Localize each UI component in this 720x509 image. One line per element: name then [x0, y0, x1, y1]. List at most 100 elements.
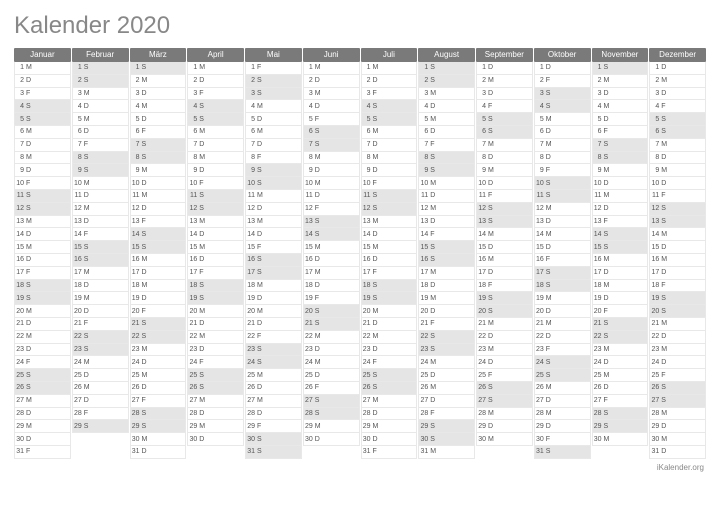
day-weekday: M [603, 256, 611, 263]
day-weekday: D [545, 64, 553, 71]
day-number: 17 [246, 269, 256, 276]
day-weekday: D [25, 167, 33, 174]
day-cell-empty [476, 446, 533, 459]
day-weekday: M [256, 128, 264, 135]
day-weekday: F [256, 154, 264, 161]
day-cell: 17F [14, 267, 71, 280]
day-weekday: F [372, 90, 380, 97]
day-cell: 7D [245, 139, 302, 152]
day-weekday: M [83, 359, 91, 366]
month-header: November [592, 48, 649, 62]
day-cell: 20M [187, 305, 244, 318]
day-weekday: S [141, 231, 149, 238]
day-cell: 14S [130, 228, 187, 241]
day-cell: 15S [592, 241, 649, 254]
day-number: 24 [15, 359, 25, 366]
day-weekday: D [660, 64, 668, 71]
day-number: 19 [535, 295, 545, 302]
day-cell-empty [303, 446, 360, 459]
day-cell: 20M [14, 305, 71, 318]
day-number: 26 [419, 384, 429, 391]
month-header: August [418, 48, 475, 62]
day-weekday: F [429, 320, 437, 327]
day-number: 23 [131, 346, 141, 353]
day-number: 25 [477, 372, 487, 379]
day-weekday: S [25, 103, 33, 110]
day-weekday: M [314, 90, 322, 97]
day-weekday: F [198, 180, 206, 187]
day-number: 9 [477, 167, 487, 174]
day-weekday: D [83, 308, 91, 315]
month-column: März1S2M3D4M5D6F7S8S9M10D11M12D13F14S15S… [130, 48, 187, 459]
day-cell: 28F [418, 408, 475, 421]
day-number: 8 [188, 154, 198, 161]
day-weekday: F [372, 180, 380, 187]
day-number: 10 [188, 180, 198, 187]
day-number: 4 [477, 103, 487, 110]
day-weekday: D [603, 205, 611, 212]
day-number: 14 [535, 231, 545, 238]
day-cell: 11F [476, 190, 533, 203]
day-cell: 27F [130, 395, 187, 408]
day-cell: 24M [303, 356, 360, 369]
day-cell: 3D [130, 88, 187, 101]
day-cell: 6F [130, 126, 187, 139]
day-number: 17 [419, 269, 429, 276]
day-number: 25 [535, 372, 545, 379]
day-cell: 19S [361, 292, 418, 305]
day-weekday: S [25, 116, 33, 123]
day-number: 11 [477, 192, 487, 199]
day-weekday: D [198, 256, 206, 263]
day-number: 4 [304, 103, 314, 110]
day-cell: 22D [649, 331, 706, 344]
day-cell: 5S [361, 113, 418, 126]
day-cell: 25S [14, 369, 71, 382]
day-cell: 2F [534, 75, 591, 88]
day-weekday: D [25, 346, 33, 353]
day-weekday: S [314, 128, 322, 135]
day-cell: 6S [476, 126, 533, 139]
day-weekday: D [256, 205, 264, 212]
day-cell: 29M [187, 420, 244, 433]
day-cell-empty [187, 446, 244, 459]
day-weekday: S [83, 77, 91, 84]
day-weekday: M [198, 244, 206, 251]
month-header: März [130, 48, 187, 62]
day-cell: 12D [592, 203, 649, 216]
day-number: 3 [535, 90, 545, 97]
day-weekday: M [545, 141, 553, 148]
day-number: 20 [304, 308, 314, 315]
day-cell: 7M [476, 139, 533, 152]
day-weekday: M [603, 372, 611, 379]
day-weekday: S [256, 167, 264, 174]
day-weekday: M [256, 397, 264, 404]
day-weekday: S [429, 423, 437, 430]
day-weekday: F [141, 218, 149, 225]
day-weekday: D [603, 116, 611, 123]
day-cell: 19S [187, 292, 244, 305]
day-cell: 3M [418, 88, 475, 101]
day-weekday: S [314, 410, 322, 417]
day-cell: 15D [534, 241, 591, 254]
day-cell: 27M [245, 395, 302, 408]
day-number: 25 [188, 372, 198, 379]
day-number: 11 [73, 192, 83, 199]
day-number: 2 [650, 77, 660, 84]
day-weekday: S [25, 192, 33, 199]
day-weekday: S [603, 410, 611, 417]
day-number: 16 [73, 256, 83, 263]
day-cell: 13F [130, 216, 187, 229]
day-weekday: D [141, 90, 149, 97]
day-weekday: M [429, 269, 437, 276]
day-cell: 17M [303, 267, 360, 280]
day-cell: 30D [303, 433, 360, 446]
day-weekday: F [603, 128, 611, 135]
day-number: 27 [593, 397, 603, 404]
day-number: 10 [593, 180, 603, 187]
day-cell: 16D [303, 254, 360, 267]
day-cell: 18S [361, 280, 418, 293]
day-cell: 18S [187, 280, 244, 293]
day-number: 23 [246, 346, 256, 353]
day-cell: 22M [14, 331, 71, 344]
day-number: 24 [73, 359, 83, 366]
